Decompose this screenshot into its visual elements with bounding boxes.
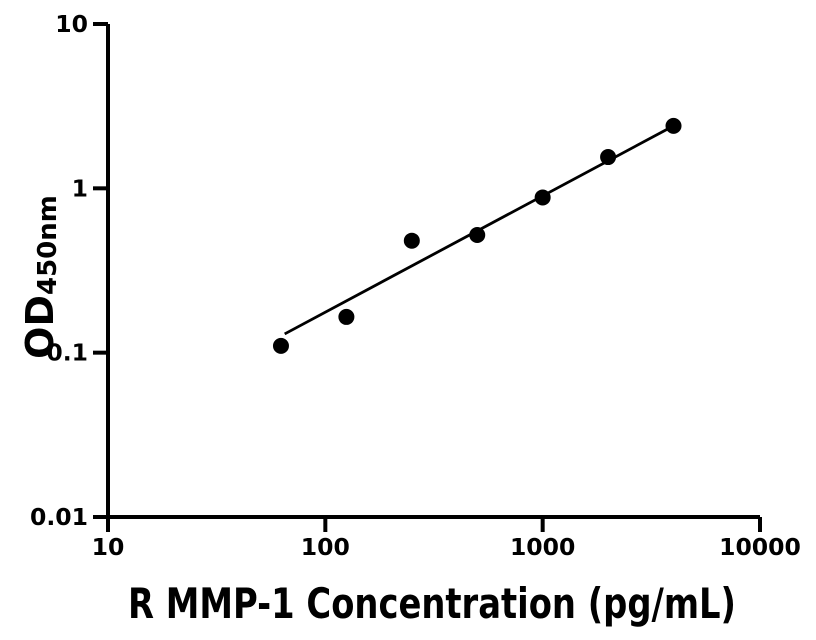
data-point bbox=[600, 149, 617, 166]
y-axis-title-subscript: 450nm bbox=[33, 195, 63, 295]
y-axis-tick-label: 0.1 bbox=[46, 339, 88, 367]
y-axis-title-main: OD bbox=[18, 295, 62, 359]
y-axis-title: OD450nm bbox=[18, 195, 63, 359]
data-point bbox=[469, 227, 486, 244]
data-point bbox=[338, 308, 355, 325]
x-axis-tick-label: 10 bbox=[92, 533, 125, 561]
data-point bbox=[403, 232, 420, 249]
data-point bbox=[665, 117, 682, 134]
y-axis-tick-label: 0.01 bbox=[30, 503, 88, 531]
data-point bbox=[272, 337, 289, 354]
x-axis-tick-label: 100 bbox=[301, 533, 350, 561]
data-point bbox=[534, 189, 551, 206]
x-axis-tick-label: 10000 bbox=[719, 533, 801, 561]
axes-spines bbox=[106, 24, 760, 519]
x-axis-title: R MMP-1 Concentration (pg/mL) bbox=[128, 579, 736, 628]
plot-area: 10 100 1000 10000 0.01 0.1 1 10 bbox=[30, 10, 801, 561]
y-axis-tick-label: 10 bbox=[55, 10, 88, 38]
y-axis-tick-label: 1 bbox=[72, 174, 88, 202]
x-axis-tick-label: 1000 bbox=[510, 533, 575, 561]
